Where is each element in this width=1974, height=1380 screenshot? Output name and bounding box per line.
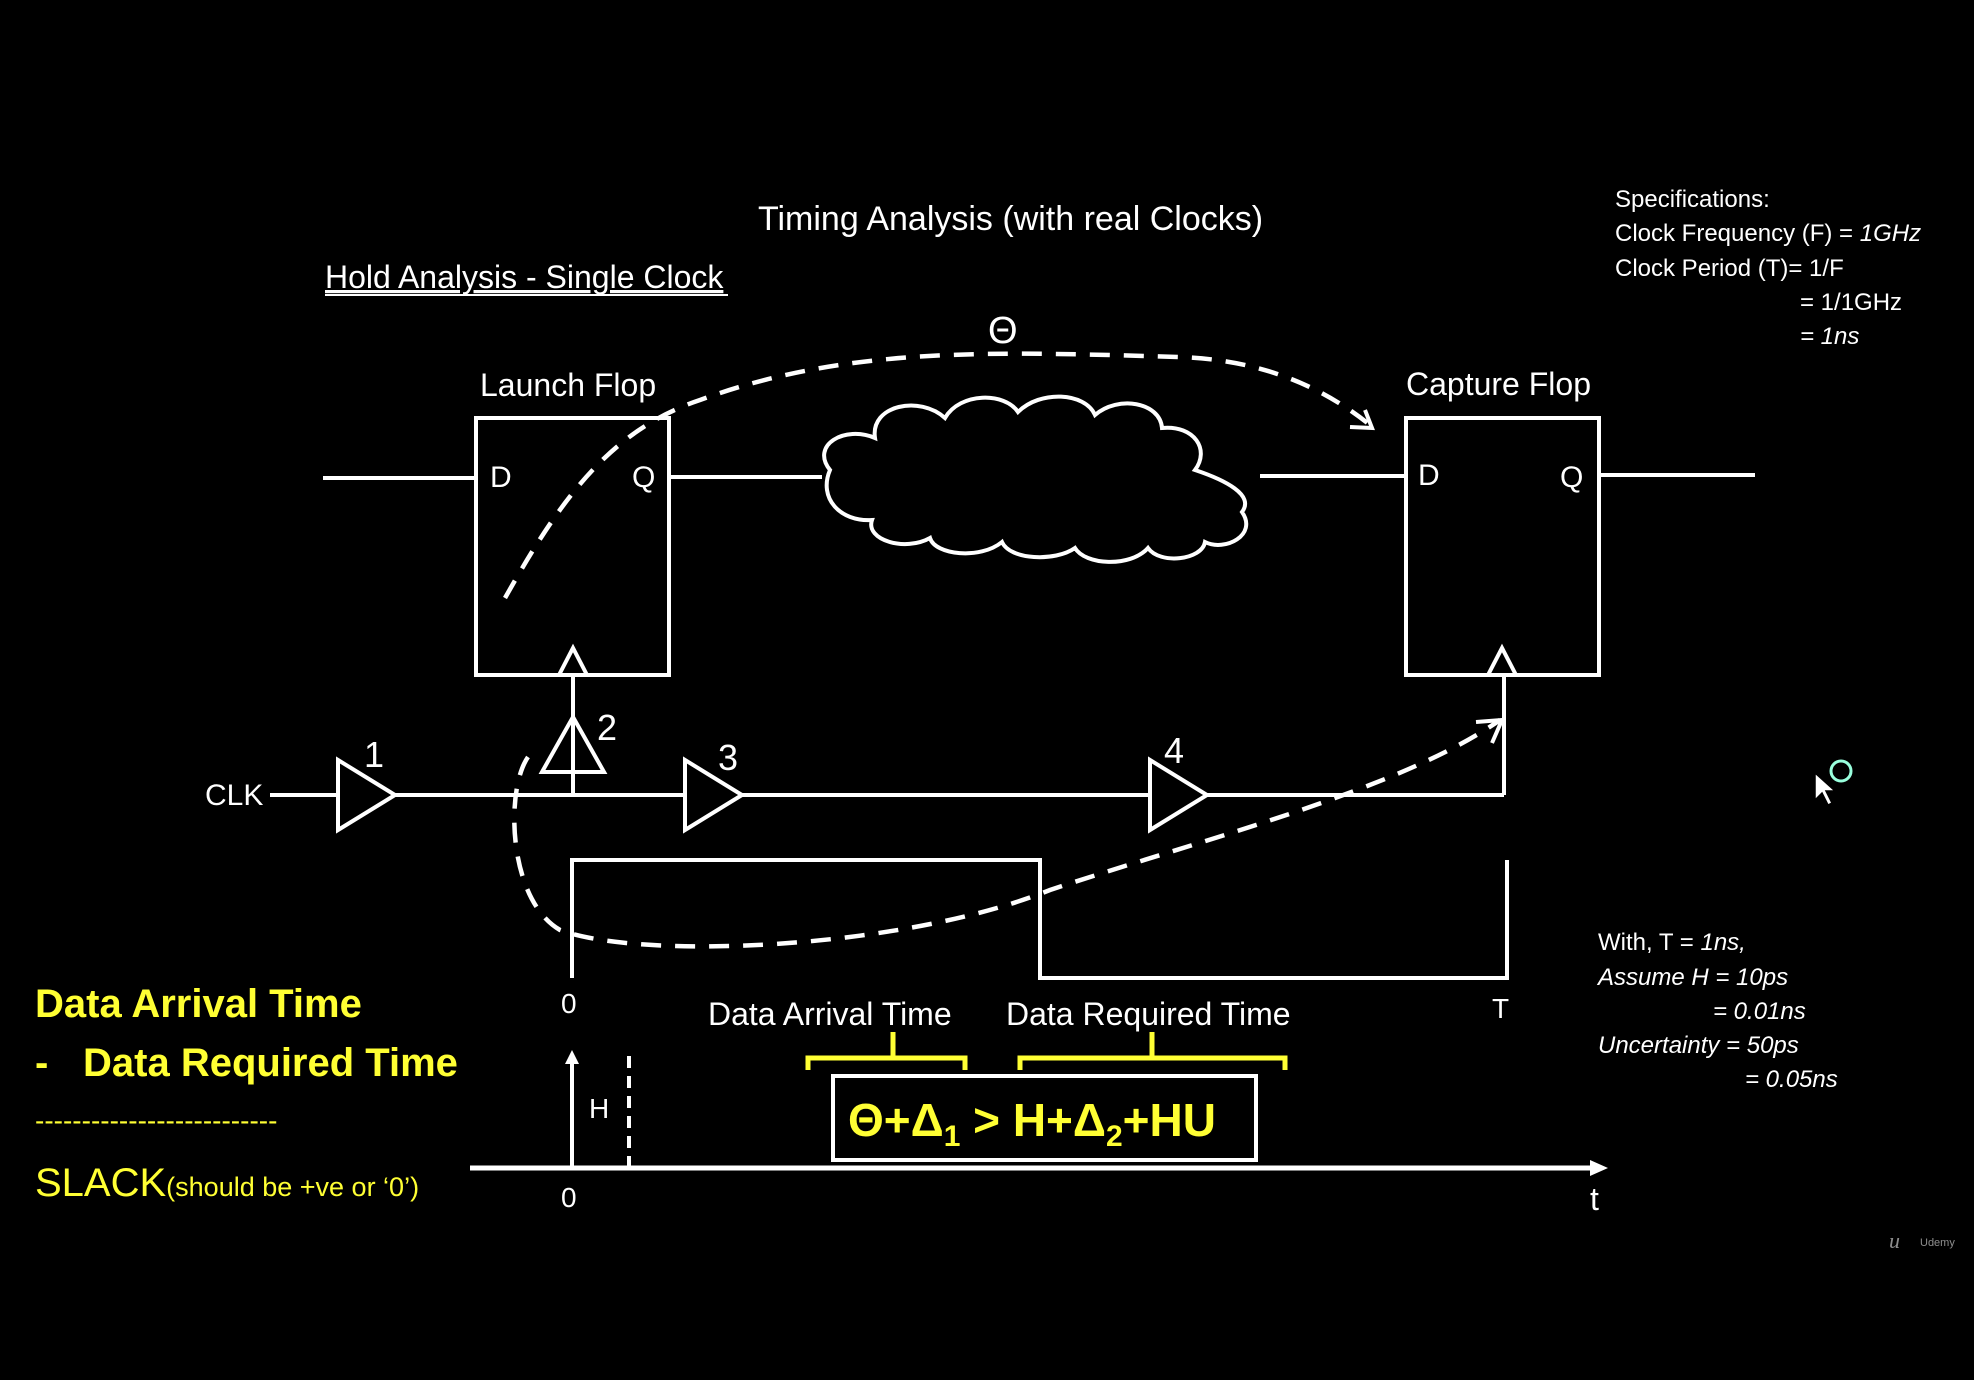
assumptions: With, T = 1ns, Assume H = 10ps = 0.01ns … bbox=[1596, 929, 1838, 1093]
buffer-label-1: 1 bbox=[364, 734, 384, 775]
slack-result: SLACK(should be +ve or ‘0’) bbox=[35, 1161, 419, 1205]
spec-period: Clock Period (T)= 1/F bbox=[1615, 255, 1844, 282]
capture-clock-triangle bbox=[1486, 643, 1518, 676]
waveform-zero: 0 bbox=[561, 988, 577, 1019]
spec-heading: Specifications: bbox=[1615, 186, 1770, 213]
theta-label: Θ bbox=[988, 310, 1018, 352]
hold-equation: Θ+Δ1 > H+Δ2+HU bbox=[848, 1094, 1216, 1153]
launch-flop-box bbox=[474, 416, 671, 677]
launch-clock-triangle bbox=[557, 643, 589, 676]
udemy-logo-icon: u bbox=[1889, 1228, 1900, 1253]
launch-flop-d: D bbox=[490, 461, 512, 494]
combinational-logic-cloud bbox=[822, 394, 1249, 564]
skew-arrowhead bbox=[1475, 717, 1506, 744]
theta-arrowhead bbox=[1349, 409, 1375, 431]
capture-flop: Capture Flop D Q bbox=[1404, 366, 1601, 677]
spec-frequency: Clock Frequency (F) = 1GHz bbox=[1615, 220, 1921, 247]
specifications: Specifications: Clock Frequency (F) = 1G… bbox=[1615, 186, 1921, 350]
slack-arrival-line: Data Arrival Time bbox=[35, 982, 362, 1026]
spec-period-result: = 1ns bbox=[1800, 323, 1859, 350]
section-subtitle: Hold Analysis - Single Clock bbox=[325, 259, 724, 295]
clock-skew-path-arrow bbox=[512, 718, 1502, 949]
clock-buffer-4 bbox=[1148, 756, 1211, 834]
data-required-bracket bbox=[1017, 1032, 1288, 1070]
capture-flop-q: Q bbox=[1560, 461, 1583, 494]
time-axis-label: t bbox=[1590, 1181, 1599, 1217]
slack-required-line: Data Required Time bbox=[83, 1041, 458, 1085]
assume-hold-value: = 0.01ns bbox=[1713, 998, 1806, 1025]
assume-hold: Assume H = 10ps bbox=[1596, 964, 1788, 991]
clock-buffer-1 bbox=[336, 756, 399, 834]
data-required-label: Data Required Time bbox=[1006, 996, 1291, 1032]
hold-equation-box bbox=[831, 1074, 1258, 1162]
spec-period-value: = 1/1GHz bbox=[1800, 289, 1902, 316]
clock-buffer-2 bbox=[538, 712, 608, 774]
capture-flop-label: Capture Flop bbox=[1406, 366, 1591, 402]
watermark-text: Udemy bbox=[1920, 1237, 1955, 1249]
assume-period: With, T = 1ns, bbox=[1598, 929, 1746, 956]
launch-flop: Launch Flop D Q bbox=[474, 367, 671, 677]
buffer-label-3: 3 bbox=[718, 737, 738, 778]
clock-buffer-3 bbox=[683, 756, 746, 834]
waveform-T: T bbox=[1492, 993, 1509, 1024]
launch-edge-arrowhead bbox=[565, 1050, 579, 1064]
page-title: Timing Analysis (with real Clocks) bbox=[758, 200, 1263, 238]
data-arrival-label: Data Arrival Time bbox=[708, 996, 952, 1032]
buffer-label-2: 2 bbox=[597, 707, 617, 748]
slack-minus: - bbox=[35, 1041, 48, 1085]
buffer-label-4: 4 bbox=[1164, 730, 1184, 771]
clk-label: CLK bbox=[205, 779, 263, 812]
assume-uncertainty-value: = 0.05ns bbox=[1745, 1066, 1838, 1093]
data-arrival-bracket bbox=[805, 1032, 968, 1070]
time-axis-arrowhead bbox=[1590, 1160, 1608, 1176]
capture-flop-box bbox=[1404, 416, 1601, 677]
launch-flop-q: Q bbox=[632, 461, 655, 494]
clock-waveform bbox=[570, 858, 1509, 980]
time-axis-zero: 0 bbox=[561, 1182, 577, 1213]
mouse-cursor-icon bbox=[1814, 759, 1853, 807]
theta-data-path-arrow bbox=[503, 351, 1372, 600]
assume-uncertainty: Uncertainty = 50ps bbox=[1598, 1032, 1799, 1059]
capture-flop-d: D bbox=[1418, 459, 1440, 492]
udemy-watermark: u Udemy bbox=[1889, 1228, 1955, 1253]
slack-formula: Data Arrival Time - Data Required Time -… bbox=[35, 982, 458, 1205]
slack-rule: -------------------------- bbox=[35, 1105, 277, 1136]
hold-time-label: H bbox=[589, 1093, 609, 1124]
launch-flop-label: Launch Flop bbox=[480, 367, 656, 403]
